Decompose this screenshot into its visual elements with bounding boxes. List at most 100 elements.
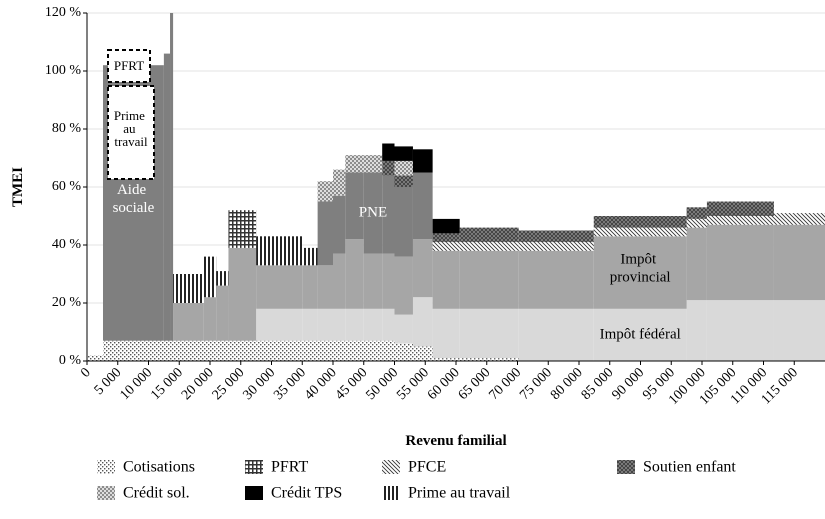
area-segment	[518, 242, 594, 251]
area-segment	[256, 236, 303, 266]
area-segment	[686, 227, 707, 301]
area-segment	[170, 340, 174, 361]
area-segment	[459, 250, 519, 309]
x-tick-label: 45 000	[333, 365, 371, 403]
area-segment	[518, 250, 594, 309]
area-segment	[773, 300, 825, 361]
area-segment	[593, 308, 687, 361]
area-segment	[302, 265, 318, 309]
area-segment	[382, 160, 395, 176]
x-tick-label: 30 000	[240, 365, 278, 403]
area-segment	[333, 169, 346, 196]
area-segment	[302, 308, 318, 341]
area-segment	[333, 308, 346, 341]
area-segment	[317, 265, 333, 309]
area-segment	[216, 285, 229, 341]
legend-label: Cotisations	[123, 459, 195, 476]
area-segment	[394, 187, 413, 257]
y-tick-label: 80 %	[52, 121, 82, 136]
x-tick-label: 15 000	[148, 365, 186, 403]
x-tick-label: 40 000	[302, 365, 340, 403]
area-segment	[412, 239, 433, 298]
area-segment	[382, 308, 395, 341]
area-segment	[412, 172, 433, 240]
area-segment	[345, 308, 364, 341]
x-tick-label: 75 000	[517, 365, 555, 403]
area-segment	[432, 358, 460, 361]
area-segment	[203, 297, 217, 341]
area-label: PNE	[359, 205, 387, 221]
area-segment	[345, 340, 364, 361]
y-axis-title: TMEI	[10, 167, 26, 207]
area-segment	[382, 253, 395, 309]
area-segment	[432, 308, 460, 359]
x-tick-label: 35 000	[271, 365, 309, 403]
area-segment	[382, 143, 395, 161]
area-segment	[345, 155, 364, 173]
x-tick-label: 0	[78, 365, 94, 381]
area-segment	[163, 53, 171, 341]
area-segment	[345, 239, 364, 309]
x-tick-label: 20 000	[179, 365, 217, 403]
annotation-box	[107, 85, 155, 180]
area-segment	[363, 308, 383, 341]
area-segment	[706, 300, 774, 361]
area-segment	[706, 201, 774, 216]
area-segment	[432, 250, 460, 309]
area-segment	[173, 303, 204, 341]
area-segment	[412, 346, 433, 361]
area-label: Impôt fédéral	[600, 326, 681, 342]
area-segment	[203, 256, 217, 298]
legend-swatch	[245, 460, 263, 474]
x-tick-label: 10 000	[117, 365, 155, 403]
area-segment	[394, 175, 413, 187]
y-tick-label: 100 %	[45, 63, 82, 78]
x-tick-label: 50 000	[363, 365, 401, 403]
area-segment	[394, 160, 413, 176]
area-segment	[173, 274, 204, 303]
x-tick-label: 55 000	[394, 365, 432, 403]
area-segment	[302, 340, 318, 361]
area-segment	[459, 227, 519, 243]
plot-area	[87, 13, 825, 361]
y-tick-label: 120 %	[45, 5, 82, 20]
legend-label: Prime au travail	[408, 485, 511, 502]
area-segment	[173, 340, 204, 361]
area-segment	[317, 308, 333, 341]
area-segment	[228, 210, 257, 248]
annotation: PFRT	[114, 58, 144, 73]
area-label: Aide sociale	[113, 182, 155, 216]
area-segment	[203, 340, 217, 361]
x-tick-label: 65 000	[456, 365, 494, 403]
area-segment	[302, 247, 318, 266]
area-segment	[333, 340, 346, 361]
area-segment	[256, 308, 303, 341]
legend-swatch	[245, 486, 263, 500]
annotation: Prime au travail	[114, 108, 148, 149]
area-segment	[382, 340, 395, 361]
legend-swatch	[382, 486, 400, 500]
area-segment	[102, 340, 164, 361]
area-segment	[412, 149, 433, 173]
area-segment	[317, 340, 333, 361]
x-tick-label: 85 000	[579, 365, 617, 403]
legend-label: PFRT	[271, 459, 309, 476]
legend-label: Crédit sol.	[123, 485, 190, 502]
area-segment	[459, 308, 519, 359]
x-tick-label: 60 000	[425, 365, 463, 403]
area-segment	[593, 236, 687, 309]
area-segment	[706, 224, 774, 301]
legend-swatch	[97, 460, 115, 474]
area-segment	[333, 253, 346, 309]
area-segment	[333, 195, 346, 254]
area-segment	[686, 300, 707, 361]
area-segment	[363, 172, 383, 254]
area-segment	[394, 314, 413, 344]
area-segment	[459, 358, 519, 361]
area-segment	[228, 247, 257, 341]
area-segment	[394, 146, 413, 161]
area-segment	[593, 227, 687, 237]
area-segment	[170, 13, 174, 341]
legend-swatch	[617, 460, 635, 474]
